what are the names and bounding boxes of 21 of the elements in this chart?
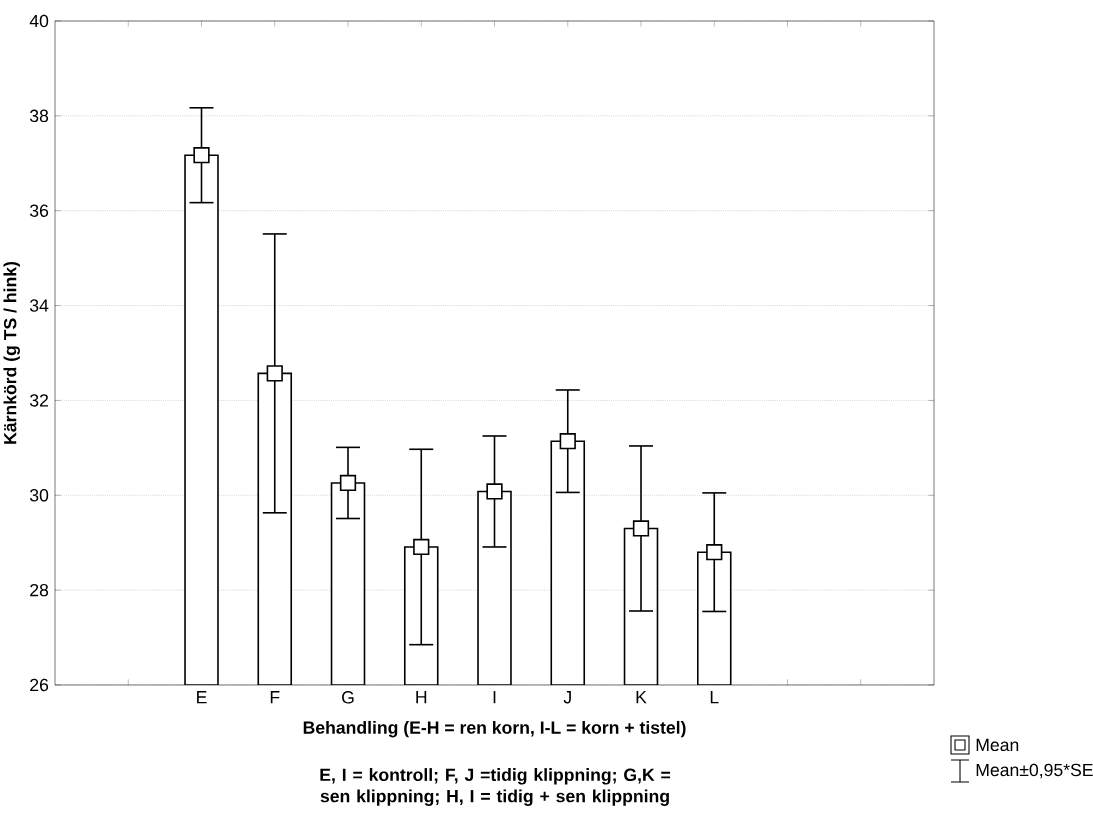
x-axis-title: Behandling (E-H = ren korn, I-L = korn + tistel) — [303, 720, 686, 738]
x-tick-label: I — [493, 691, 496, 704]
y-tick-label: 26 — [30, 678, 49, 692]
text: E, I = kontroll; F, J =tidig klippning; G,K = sen klippning; H, I = tidig + sen klippning — [320, 768, 671, 806]
y-tick-label: 36 — [29, 204, 49, 217]
y-tick-label: 28 — [30, 583, 49, 597]
text: Mean±0,95*SE — [976, 763, 1093, 779]
y-axis-title: Kärnkörd (g TS / hink) — [3, 261, 20, 444]
y-tick-label: 32 — [29, 394, 48, 407]
x-tick-label: L — [710, 691, 719, 704]
legend-label: Mean — [976, 738, 1019, 752]
x-tick-label: K — [636, 691, 647, 704]
x-tick-label: E — [197, 691, 207, 704]
y-tick-label: 40 — [29, 14, 49, 28]
y-tick-label: 38 — [29, 109, 49, 123]
y-tick-label: 34 — [29, 299, 49, 312]
x-tick-label: J — [563, 691, 571, 704]
x-tick-label: H — [416, 691, 427, 704]
y-tick-label: 30 — [29, 489, 49, 502]
x-tick-label: G — [342, 691, 354, 704]
x-tick-label: F — [270, 691, 280, 704]
